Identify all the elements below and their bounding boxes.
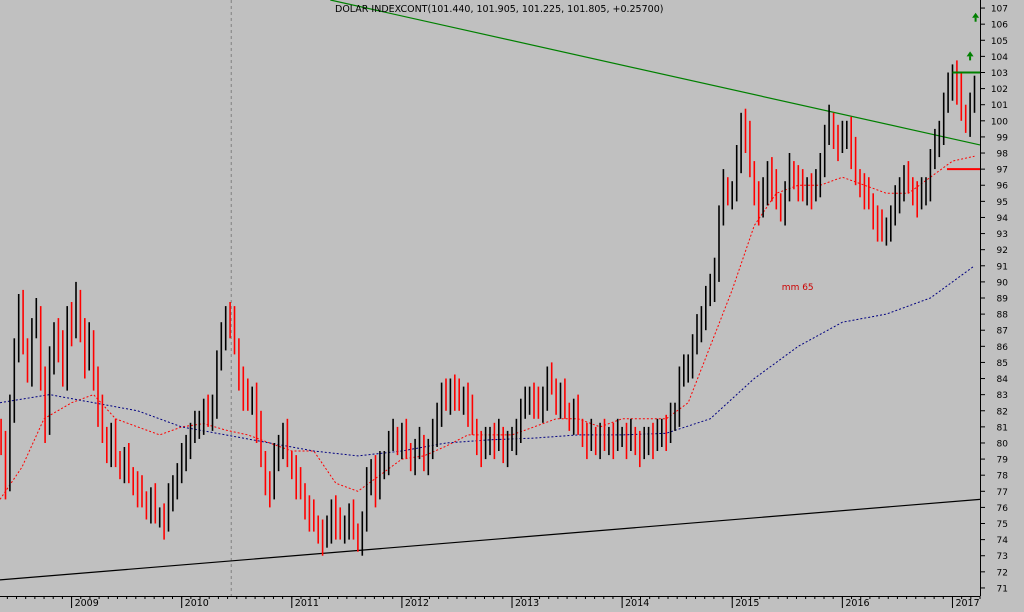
ma-label: mm 65 (782, 283, 814, 293)
y-tick-label: 86 (997, 343, 1009, 353)
y-tick-label: 102 (991, 85, 1008, 95)
y-tick-label: 103 (991, 69, 1008, 79)
y-tick-label: 84 (997, 375, 1009, 385)
x-tick-label: 2009 (75, 598, 99, 608)
annotations (946, 12, 980, 171)
y-tick-label: 73 (997, 552, 1008, 562)
y-tick-label: 83 (997, 391, 1008, 401)
y-tick-label: 98 (997, 150, 1009, 160)
y-tick-label: 99 (997, 133, 1009, 143)
y-tick-label: 92 (997, 246, 1008, 256)
x-tick-label: 2015 (735, 598, 759, 608)
y-tick-label: 93 (997, 230, 1008, 240)
x-axis: 2009 2010 2011 2012 2013 2014 2015 2016 2017 (0, 596, 1024, 609)
y-tick-label: 105 (991, 37, 1008, 47)
moving-average-long (0, 265, 975, 457)
y-tick-label: 107 (991, 5, 1008, 15)
y-tick-label: 80 (997, 439, 1009, 449)
plot-background (0, 0, 980, 596)
y-tick-label: 78 (997, 472, 1009, 482)
y-axis-background (980, 0, 1024, 608)
y-tick-label: 96 (997, 182, 1009, 192)
y-tick-label: 88 (997, 311, 1009, 321)
x-tick-label: 2017 (955, 598, 979, 608)
y-tick-label: 94 (997, 214, 1009, 224)
up-arrow-icon-1 (972, 12, 980, 18)
y-tick-label: 72 (997, 568, 1008, 578)
y-tick-label: 95 (997, 198, 1008, 208)
y-tick-label: 82 (997, 407, 1008, 417)
x-tick-label: 2012 (405, 598, 429, 608)
y-tick-label: 89 (997, 295, 1009, 305)
downtrend-line (330, 0, 981, 146)
x-tick-label: 2010 (185, 598, 209, 608)
y-tick-label: 101 (991, 101, 1008, 111)
y-tick-label: 104 (991, 53, 1008, 63)
chart-title: DOLAR INDEXCONT(101.440, 101.905, 101.22… (335, 4, 663, 15)
y-tick-label: 71 (997, 584, 1008, 594)
x-tick-label: 2011 (295, 598, 319, 608)
y-tick-label: 81 (997, 423, 1008, 433)
x-tick-label: 2014 (625, 598, 649, 608)
x-tick-label: 2016 (845, 598, 869, 608)
y-tick-label: 106 (991, 21, 1008, 31)
uptrend-line (0, 498, 981, 581)
y-tick-label: 79 (997, 456, 1009, 466)
y-tick-label: 74 (997, 536, 1009, 546)
y-tick-label: 100 (991, 117, 1008, 127)
y-tick-label: 90 (997, 278, 1009, 288)
y-tick-label: 75 (997, 520, 1008, 530)
y-tick-label: 85 (997, 359, 1008, 369)
up-arrow-icon-2 (966, 51, 974, 57)
y-tick-label: 91 (997, 262, 1008, 272)
x-tick-label: 2013 (515, 598, 539, 608)
y-axis: 71 72 73 74 75 76 77 78 79 80 81 82 83 84 85 86 87 88 89 90… (980, 0, 1024, 608)
y-tick-label: 87 (997, 327, 1008, 337)
y-tick-label: 77 (997, 488, 1008, 498)
y-tick-label: 97 (997, 166, 1008, 176)
y-tick-label: 76 (997, 504, 1009, 514)
candles (0, 60, 976, 556)
